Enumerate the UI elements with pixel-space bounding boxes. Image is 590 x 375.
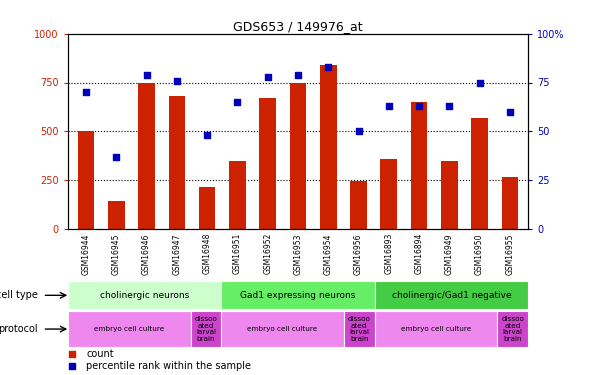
Point: [68, 351, 77, 357]
Text: GSM16954: GSM16954: [324, 233, 333, 274]
Point: [323, 64, 333, 70]
Bar: [260, 98, 276, 229]
Text: GSM16950: GSM16950: [475, 233, 484, 274]
Point: [232, 99, 242, 105]
Title: GDS653 / 149976_at: GDS653 / 149976_at: [233, 20, 363, 33]
Text: cholinergic neurons: cholinergic neurons: [100, 291, 189, 300]
Text: dissoo
ated
larval
brain: dissoo ated larval brain: [502, 316, 524, 342]
Bar: [68, 281, 221, 309]
Point: [263, 74, 273, 80]
Point: [112, 154, 121, 160]
Bar: [375, 311, 497, 347]
Bar: [471, 118, 488, 229]
Text: GSM16893: GSM16893: [384, 233, 394, 274]
Bar: [320, 65, 336, 229]
Point: [354, 128, 363, 134]
Text: Gad1 expressing neurons: Gad1 expressing neurons: [240, 291, 356, 300]
Text: embryo cell culture: embryo cell culture: [247, 326, 318, 332]
Point: [172, 78, 182, 84]
Bar: [78, 131, 94, 229]
Text: embryo cell culture: embryo cell culture: [401, 326, 471, 332]
Text: GSM16956: GSM16956: [354, 233, 363, 274]
Bar: [221, 281, 375, 309]
Bar: [350, 181, 367, 229]
Text: GSM16949: GSM16949: [445, 233, 454, 274]
Text: embryo cell culture: embryo cell culture: [94, 326, 165, 332]
Bar: [411, 102, 427, 229]
Text: dissoo
ated
larval
brain: dissoo ated larval brain: [348, 316, 371, 342]
Bar: [169, 96, 185, 229]
Bar: [344, 311, 375, 347]
Bar: [375, 281, 528, 309]
Text: GSM16946: GSM16946: [142, 233, 151, 274]
Bar: [108, 201, 124, 229]
Text: GSM16947: GSM16947: [172, 233, 181, 274]
Text: GSM16948: GSM16948: [202, 233, 212, 274]
Text: cell type: cell type: [0, 290, 38, 300]
Point: [81, 89, 91, 95]
Point: [414, 103, 424, 109]
Text: GSM16953: GSM16953: [293, 233, 303, 274]
Bar: [497, 311, 528, 347]
Point: [293, 72, 303, 78]
Text: percentile rank within the sample: percentile rank within the sample: [86, 361, 251, 370]
Bar: [290, 82, 306, 229]
Point: [384, 103, 394, 109]
Text: cholinergic/Gad1 negative: cholinergic/Gad1 negative: [392, 291, 511, 300]
Text: GSM16945: GSM16945: [112, 233, 121, 274]
Bar: [138, 82, 155, 229]
Point: [445, 103, 454, 109]
Point: [142, 72, 151, 78]
Bar: [502, 177, 518, 229]
Text: GSM16894: GSM16894: [415, 233, 424, 274]
Bar: [381, 159, 397, 229]
Point: [68, 363, 77, 369]
Text: GSM16944: GSM16944: [81, 233, 90, 274]
Point: [505, 109, 514, 115]
Point: [202, 132, 212, 138]
Bar: [199, 187, 215, 229]
Point: [475, 80, 484, 86]
Text: GSM16952: GSM16952: [263, 233, 272, 274]
Text: count: count: [86, 350, 114, 359]
Bar: [441, 160, 458, 229]
Text: GSM16951: GSM16951: [233, 233, 242, 274]
Bar: [68, 311, 191, 347]
Bar: [229, 160, 245, 229]
Bar: [221, 311, 344, 347]
Bar: [191, 311, 221, 347]
Text: GSM16955: GSM16955: [506, 233, 514, 274]
Text: dissoo
ated
larval
brain: dissoo ated larval brain: [195, 316, 217, 342]
Text: protocol: protocol: [0, 324, 38, 334]
